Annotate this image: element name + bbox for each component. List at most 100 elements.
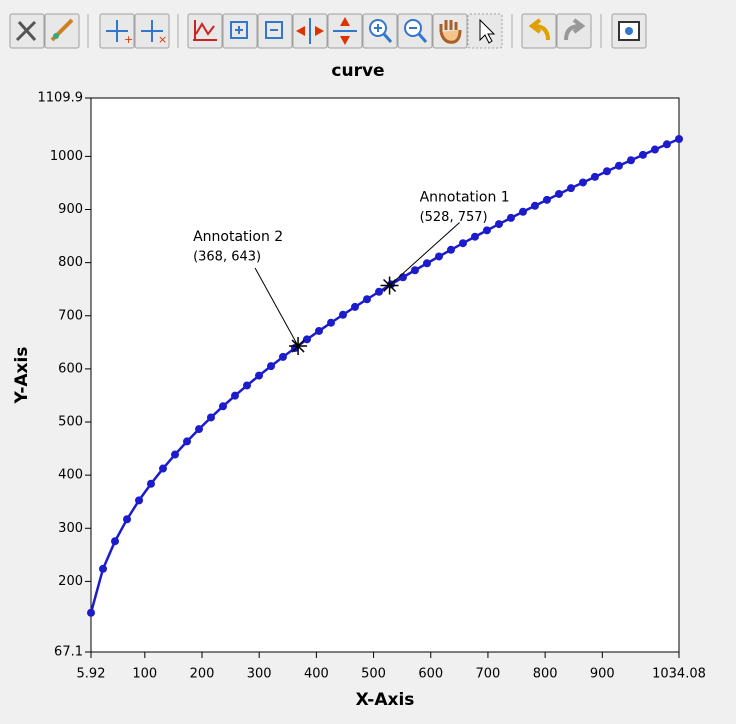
tool-button[interactable] xyxy=(187,13,223,49)
tool-button[interactable] xyxy=(44,13,80,49)
data-point xyxy=(87,608,95,617)
annotation-text: (368, 643) xyxy=(193,250,261,265)
data-point xyxy=(327,318,336,327)
y-tick-label: 400 xyxy=(58,468,83,483)
x-tick-label: 200 xyxy=(190,667,215,682)
data-point xyxy=(374,287,383,296)
data-point xyxy=(135,496,144,505)
x-tick-label: 900 xyxy=(590,667,615,682)
y-tick-label: 1109.9 xyxy=(38,91,84,106)
data-point xyxy=(230,391,239,400)
annotation-arrow xyxy=(254,267,299,347)
tool-button[interactable] xyxy=(327,13,363,49)
data-point xyxy=(566,184,575,193)
x-tick-label: 600 xyxy=(418,667,443,682)
data-point xyxy=(590,172,599,181)
y-tick-label: 300 xyxy=(58,521,83,536)
y-tick-label: 600 xyxy=(58,361,83,376)
x-tick-label: 300 xyxy=(247,667,272,682)
y-tick-label: 800 xyxy=(58,255,83,270)
data-point xyxy=(662,140,671,149)
y-tick-label: 200 xyxy=(58,574,83,589)
y-tick-label: 1000 xyxy=(50,149,83,164)
x-tick-label: 700 xyxy=(476,667,501,682)
y-axis-label: Y-Axis xyxy=(12,347,32,405)
annotation-arrow xyxy=(389,222,460,286)
data-point xyxy=(638,150,647,159)
y-tick-label: 900 xyxy=(58,202,83,217)
data-point xyxy=(494,220,503,229)
tool-button[interactable]: × xyxy=(134,13,170,49)
chart-title: curve xyxy=(331,61,384,81)
data-point xyxy=(446,245,455,254)
data-point xyxy=(243,381,252,390)
data-point xyxy=(626,156,635,165)
data-point xyxy=(506,213,515,222)
plot-area xyxy=(90,97,680,653)
data-point xyxy=(111,537,120,546)
y-tick-label: 700 xyxy=(58,308,83,323)
tool-button[interactable] xyxy=(397,13,433,49)
data-point xyxy=(350,302,359,311)
data-point xyxy=(123,515,132,524)
data-point xyxy=(146,479,155,488)
data-point xyxy=(183,437,192,446)
data-point xyxy=(542,195,551,204)
data-point xyxy=(578,178,587,187)
tool-button[interactable] xyxy=(611,13,647,49)
tool-button[interactable] xyxy=(467,13,503,49)
data-point xyxy=(278,352,287,361)
data-point xyxy=(410,266,419,275)
y-tick-label: 500 xyxy=(58,415,83,430)
x-axis-label: X-Axis xyxy=(356,690,415,710)
data-point xyxy=(98,564,107,573)
x-tick-label: 100 xyxy=(132,667,157,682)
tool-button xyxy=(556,13,592,49)
data-point xyxy=(267,362,276,371)
data-point xyxy=(675,135,683,144)
data-point xyxy=(602,167,611,176)
data-point xyxy=(398,273,407,282)
data-point xyxy=(470,232,479,241)
data-point xyxy=(158,464,167,473)
svg-text:+: + xyxy=(124,33,133,46)
annotation-point xyxy=(289,337,308,356)
y-tick-label: 67.1 xyxy=(54,645,83,660)
data-point xyxy=(255,371,264,380)
annotation-point xyxy=(380,276,399,295)
data-point xyxy=(315,326,324,335)
data-point xyxy=(554,189,563,198)
data-point xyxy=(434,252,443,261)
data-point xyxy=(422,259,431,268)
data-point xyxy=(362,295,371,304)
svg-text:×: × xyxy=(158,33,167,46)
tool-button[interactable] xyxy=(292,13,328,49)
x-tick-label: 5.92 xyxy=(77,667,106,682)
toolbar: + × xyxy=(9,13,647,49)
x-tick-label: 1034.08 xyxy=(652,667,706,682)
data-point xyxy=(482,226,491,235)
data-point xyxy=(218,402,227,411)
annotation-text: (528, 757) xyxy=(420,210,488,225)
annotation-label: Annotation 2 xyxy=(193,229,283,245)
x-tick-label: 400 xyxy=(304,667,329,682)
data-point xyxy=(302,335,311,344)
data-point xyxy=(518,207,527,216)
tool-button[interactable] xyxy=(257,13,293,49)
tool-button[interactable] xyxy=(432,13,468,49)
annotation-label: Annotation 1 xyxy=(420,189,510,205)
data-point xyxy=(206,413,215,422)
data-point xyxy=(650,145,659,154)
tool-button[interactable] xyxy=(521,13,557,49)
tool-button[interactable] xyxy=(362,13,398,49)
data-point xyxy=(458,239,467,248)
data-point xyxy=(614,161,623,170)
tool-button[interactable] xyxy=(222,13,258,49)
x-tick-label: 800 xyxy=(533,667,558,682)
x-tick-label: 500 xyxy=(361,667,386,682)
tool-button[interactable] xyxy=(9,13,45,49)
data-point xyxy=(195,425,204,434)
tool-button[interactable]: + xyxy=(99,13,135,49)
data-point xyxy=(338,310,347,319)
